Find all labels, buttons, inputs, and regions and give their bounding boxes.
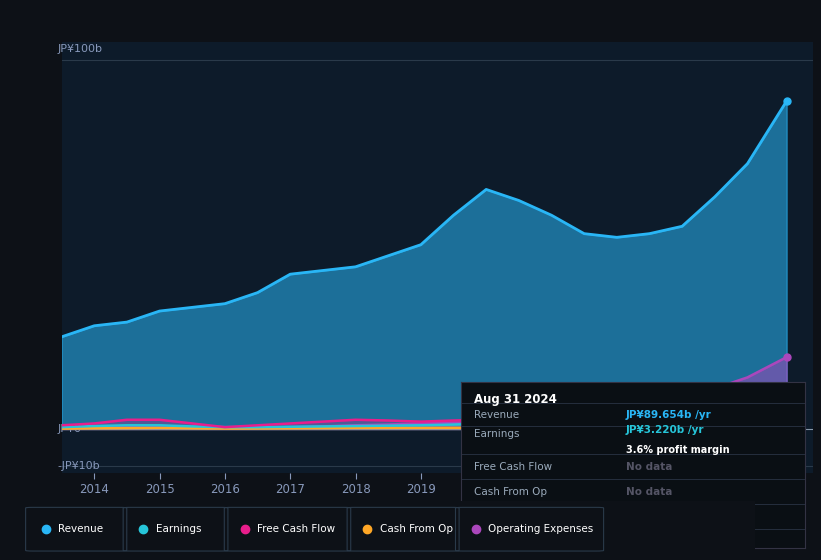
Text: Aug 31 2024: Aug 31 2024: [475, 393, 557, 406]
Text: Free Cash Flow: Free Cash Flow: [475, 462, 553, 472]
Text: JP¥19.581b /yr: JP¥19.581b /yr: [626, 511, 711, 521]
Text: Revenue: Revenue: [475, 410, 520, 419]
Text: Earnings: Earnings: [475, 429, 520, 438]
Text: -JP¥10b: -JP¥10b: [57, 461, 100, 471]
Text: No data: No data: [626, 487, 672, 497]
Text: 3.6% profit margin: 3.6% profit margin: [626, 445, 729, 455]
Text: Free Cash Flow: Free Cash Flow: [257, 524, 335, 534]
Text: No data: No data: [626, 462, 672, 472]
Text: JP¥3.220b /yr: JP¥3.220b /yr: [626, 426, 704, 435]
Text: JP¥0: JP¥0: [57, 424, 82, 434]
Text: Cash From Op: Cash From Op: [475, 487, 548, 497]
Text: JP¥100b: JP¥100b: [57, 44, 103, 54]
Text: Earnings: Earnings: [156, 524, 201, 534]
Text: Operating Expenses: Operating Expenses: [475, 511, 580, 521]
Text: Cash From Op: Cash From Op: [379, 524, 452, 534]
Text: JP¥89.654b /yr: JP¥89.654b /yr: [626, 410, 712, 419]
Text: Operating Expenses: Operating Expenses: [488, 524, 594, 534]
Text: Revenue: Revenue: [58, 524, 103, 534]
